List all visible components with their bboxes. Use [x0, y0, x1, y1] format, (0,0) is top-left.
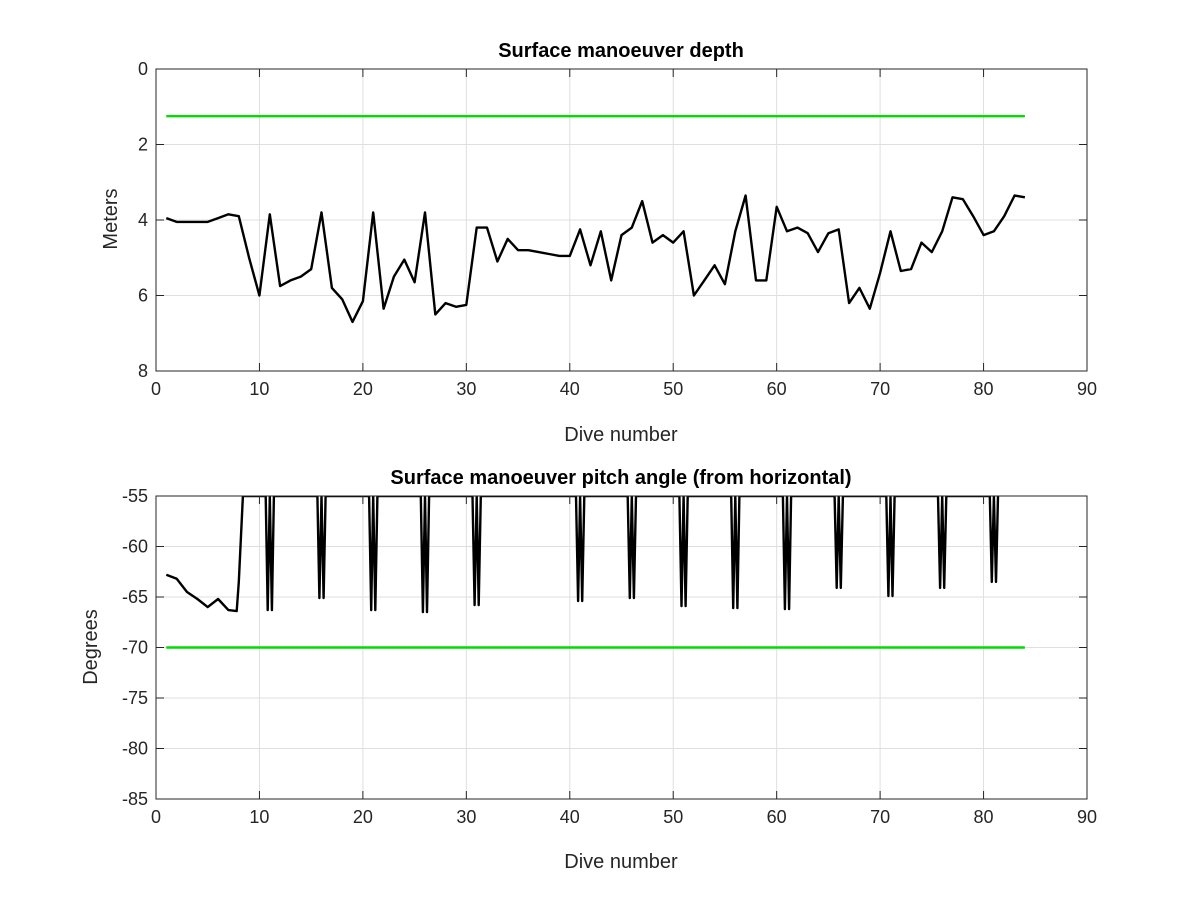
pitch-x-tick-label: 20 [353, 807, 373, 827]
pitch-x-tick-label: 50 [663, 807, 683, 827]
depth-y-tick-label: 0 [138, 59, 148, 79]
pitch-chart-panel: Surface manoeuver pitch angle (from hori… [80, 467, 1097, 873]
depth-series-line-0 [165, 194, 1026, 324]
depth-chart-xlabel: Dive number [564, 424, 678, 446]
pitch-y-tick-label: -85 [122, 789, 148, 809]
pitch-series-line-0 [165, 496, 1000, 614]
depth-y-tick-label: 8 [138, 361, 148, 381]
pitch-y-tick-label: -70 [122, 638, 148, 658]
depth-y-tick-label: 6 [138, 286, 148, 306]
pitch-x-tick-label: 40 [560, 807, 580, 827]
pitch-x-tick-label: 80 [974, 807, 994, 827]
depth-x-tick-label: 40 [560, 379, 580, 399]
pitch-x-tick-label: 30 [456, 807, 476, 827]
pitch-x-tick-label: 10 [249, 807, 269, 827]
depth-x-tick-label: 0 [151, 379, 161, 399]
pitch-y-tick-label: -60 [122, 537, 148, 557]
depth-chart-title: Surface manoeuver depth [498, 40, 744, 62]
pitch-y-tick-label: -65 [122, 587, 148, 607]
pitch-y-tick-label: -55 [122, 486, 148, 506]
depth-x-tick-label: 20 [353, 379, 373, 399]
depth-x-tick-label: 70 [870, 379, 890, 399]
pitch-chart-title: Surface manoeuver pitch angle (from hori… [390, 467, 851, 489]
pitch-y-tick-label: -75 [122, 688, 148, 708]
depth-x-tick-label: 50 [663, 379, 683, 399]
depth-x-tick-label: 90 [1077, 379, 1097, 399]
depth-x-tick-label: 60 [767, 379, 787, 399]
pitch-chart-ylabel: Degrees [80, 609, 102, 685]
depth-x-tick-label: 10 [249, 379, 269, 399]
pitch-x-tick-label: 60 [767, 807, 787, 827]
pitch-x-tick-label: 90 [1077, 807, 1097, 827]
pitch-x-tick-label: 0 [151, 807, 161, 827]
depth-x-tick-label: 80 [974, 379, 994, 399]
depth-chart-ylabel: Meters [100, 188, 122, 249]
depth-y-tick-label: 2 [138, 135, 148, 155]
depth-chart-panel: Surface manoeuver depth Dive number Mete… [100, 40, 1097, 446]
pitch-chart-xlabel: Dive number [564, 851, 678, 873]
depth-y-tick-label: 4 [138, 210, 148, 230]
pitch-x-tick-label: 70 [870, 807, 890, 827]
depth-x-tick-label: 30 [456, 379, 476, 399]
pitch-y-tick-label: -80 [122, 739, 148, 759]
